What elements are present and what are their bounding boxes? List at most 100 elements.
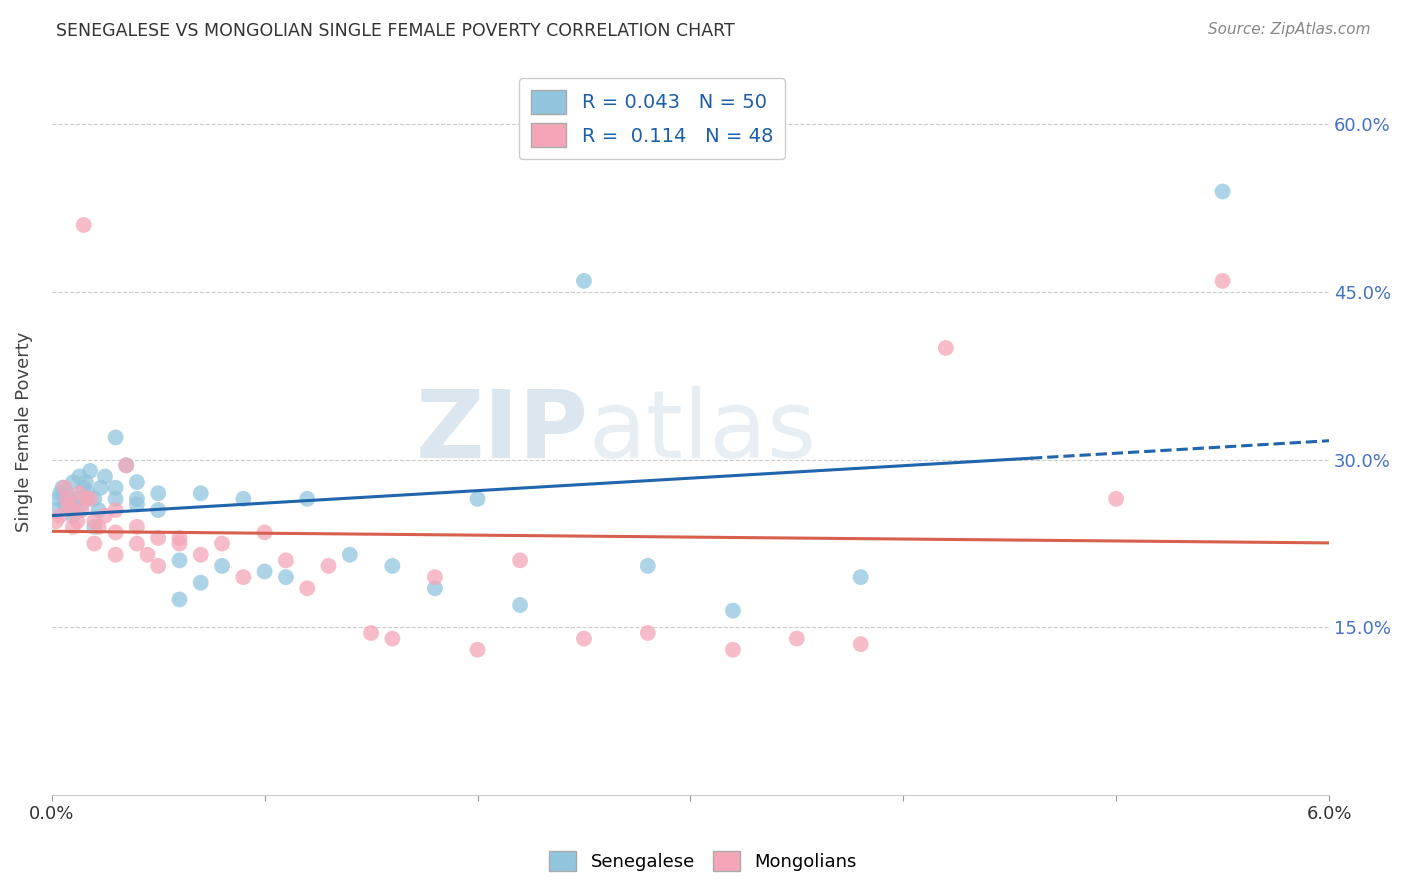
Point [104, 503, 127, 517]
Point [94, 508, 117, 523]
Point [55, 491, 77, 506]
Text: SENEGALESE VS MONGOLIAN SINGLE FEMALE POVERTY CORRELATION CHART: SENEGALESE VS MONGOLIAN SINGLE FEMALE PO… [56, 22, 735, 40]
Point [104, 491, 127, 506]
Point [637, 626, 659, 640]
Point [295, 491, 318, 506]
Point [115, 458, 138, 473]
Point [94, 469, 117, 483]
Point [148, 503, 170, 517]
Point [104, 481, 127, 495]
Point [83, 514, 105, 528]
Point [721, 642, 744, 657]
Text: ZIP: ZIP [415, 386, 588, 478]
Point [339, 548, 361, 562]
Point [190, 486, 212, 500]
Point [253, 525, 276, 540]
Point [73, 218, 96, 232]
Point [1212, 274, 1234, 288]
Point [637, 558, 659, 573]
Point [83, 536, 105, 550]
Point [423, 582, 446, 596]
Point [83, 520, 105, 534]
Point [67, 469, 90, 483]
Point [79, 464, 101, 478]
Point [73, 481, 96, 495]
Point [232, 570, 254, 584]
Point [53, 498, 76, 512]
Point [169, 536, 191, 550]
Point [572, 274, 595, 288]
Point [70, 503, 93, 517]
Point [87, 503, 110, 517]
Point [49, 486, 72, 500]
Point [423, 570, 446, 584]
Y-axis label: Single Female Poverty: Single Female Poverty [15, 332, 32, 532]
Point [66, 491, 89, 506]
Point [66, 514, 89, 528]
Point [45, 503, 67, 517]
Point [169, 531, 191, 545]
Point [104, 430, 127, 444]
Point [75, 475, 97, 489]
Point [62, 508, 84, 523]
Point [849, 570, 872, 584]
Point [786, 632, 808, 646]
Point [169, 553, 191, 567]
Point [49, 508, 72, 523]
Point [79, 491, 101, 506]
Point [45, 514, 67, 528]
Point [46, 491, 69, 506]
Point [125, 520, 148, 534]
Point [83, 491, 105, 506]
Point [169, 592, 191, 607]
Point [53, 481, 76, 495]
Point [125, 491, 148, 506]
Point [318, 558, 340, 573]
Point [1212, 185, 1234, 199]
Point [70, 498, 93, 512]
Point [211, 558, 233, 573]
Point [467, 491, 489, 506]
Legend: R = 0.043   N = 50, R =  0.114   N = 48: R = 0.043 N = 50, R = 0.114 N = 48 [519, 78, 785, 159]
Legend: Senegalese, Mongolians: Senegalese, Mongolians [541, 844, 865, 879]
Point [148, 531, 170, 545]
Point [148, 558, 170, 573]
Point [104, 548, 127, 562]
Point [58, 498, 80, 512]
Point [381, 632, 404, 646]
Point [572, 632, 595, 646]
Point [190, 548, 212, 562]
Point [104, 525, 127, 540]
Point [148, 486, 170, 500]
Point [62, 520, 84, 534]
Point [62, 475, 84, 489]
Point [67, 486, 90, 500]
Point [849, 637, 872, 651]
Point [381, 558, 404, 573]
Point [87, 520, 110, 534]
Point [274, 570, 297, 584]
Point [467, 642, 489, 657]
Point [509, 553, 531, 567]
Point [125, 498, 148, 512]
Point [62, 503, 84, 517]
Point [115, 458, 138, 473]
Point [1105, 491, 1128, 506]
Point [295, 582, 318, 596]
Point [58, 491, 80, 506]
Point [125, 536, 148, 550]
Point [55, 486, 77, 500]
Point [253, 565, 276, 579]
Point [232, 491, 254, 506]
Point [75, 491, 97, 506]
Point [51, 481, 73, 495]
Point [360, 626, 382, 640]
Text: Source: ZipAtlas.com: Source: ZipAtlas.com [1208, 22, 1371, 37]
Text: atlas: atlas [588, 386, 817, 478]
Point [211, 536, 233, 550]
Point [935, 341, 957, 355]
Point [274, 553, 297, 567]
Point [721, 604, 744, 618]
Point [509, 598, 531, 612]
Point [59, 503, 82, 517]
